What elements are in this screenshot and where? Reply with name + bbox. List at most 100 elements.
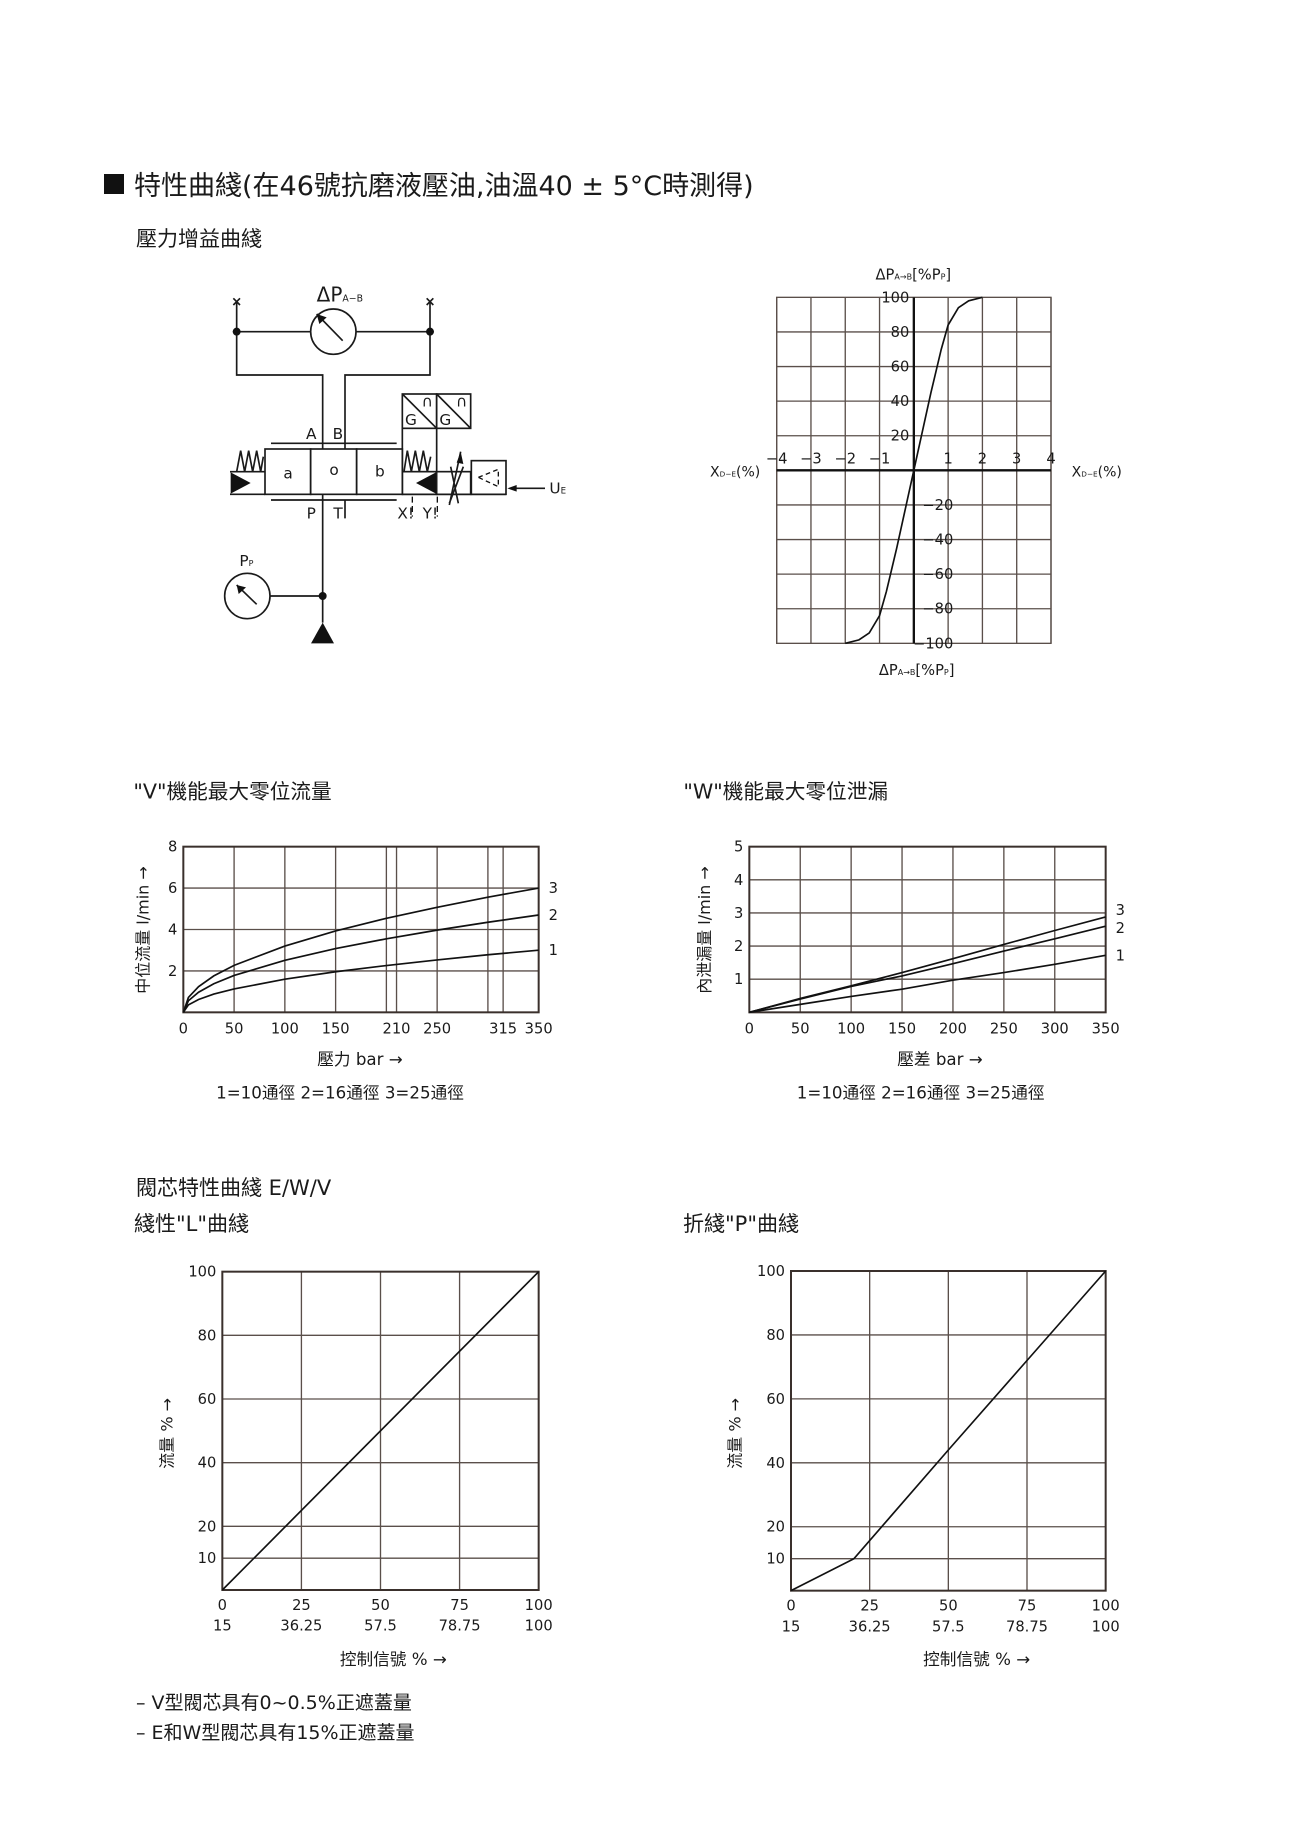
port-labels: A B P T X! Y! a o b G G ∩ ∩ UE PP: [239, 393, 566, 570]
p-grid: [790, 1270, 1107, 1591]
l-y-axis-label: 流量 % →: [158, 1398, 177, 1469]
y-tick-label: 80: [891, 324, 910, 341]
junction-dot: [232, 327, 241, 336]
y-tick-label: 6: [168, 880, 177, 897]
note-v-spool: – V型閥芯具有0~0.5%正遮蓋量: [136, 1692, 412, 1714]
series-label: 3: [549, 880, 558, 897]
y-tick-label: 4: [168, 922, 177, 939]
y-tick-label: 1: [734, 971, 743, 988]
x-tick-label: 150: [888, 1020, 916, 1037]
arrowhead-icon: [456, 451, 464, 464]
junction-dot: [318, 592, 327, 600]
pilot-triangle-icon: [230, 472, 251, 494]
x-tick-label: 0: [179, 1020, 188, 1037]
cap1-label: ∩: [422, 393, 433, 411]
w-plot-frame: [748, 845, 1107, 1014]
spool-section-heading: 閥芯特性曲綫 E/W/V: [136, 1176, 332, 1200]
l-series-1: [221, 1271, 540, 1591]
y-tick-label: 40: [891, 393, 910, 410]
y-tick-label: −80: [922, 601, 953, 618]
x-tick-label: 25: [292, 1597, 311, 1614]
port-t-label: T: [332, 504, 343, 522]
l-x-axis-label: 控制信號 % →: [340, 1650, 447, 1669]
y-tick-label: 20: [198, 1518, 217, 1535]
x-tick-label: 150: [322, 1020, 350, 1037]
x-tick-label: 50: [371, 1597, 390, 1614]
g1-label: G: [405, 411, 417, 429]
pilot-triangle-icon: [416, 472, 436, 494]
x-tick-label: 75: [1018, 1598, 1037, 1615]
w-x-axis-label: 壓差 bar →: [897, 1050, 983, 1069]
y-tick-label: −60: [922, 566, 953, 583]
x-tick-label-signal: 100: [1092, 1618, 1120, 1635]
y-tick-label: 20: [891, 428, 910, 445]
y-tick-label: 80: [198, 1327, 217, 1344]
g2-label: G: [439, 411, 451, 429]
v-series-2: [182, 914, 539, 1013]
pp-label: PP: [239, 552, 253, 570]
position-a-label: a: [283, 464, 292, 482]
y-tick-label: 8: [168, 839, 177, 856]
v-series-3: [182, 887, 539, 1013]
port-a-label: A: [306, 425, 317, 443]
port-p-label: P: [307, 504, 316, 522]
note-ew-spool: – E和W型閥芯具有15%正遮蓋量: [136, 1722, 415, 1744]
polyline-p-curve-chart: 控制信號 % → 流量 % → 0 25 50 75 100 15 36.25 57.5 78.…: [726, 1263, 1120, 1669]
x-tick-label: 1: [943, 450, 952, 467]
x-tick-label-signal: 57.5: [364, 1618, 397, 1635]
differential-pressure-gauge-icon: [309, 308, 357, 356]
v-chart-title: "V"機能最大零位流量: [133, 779, 331, 803]
x-tick-label-signal: 15: [213, 1618, 232, 1635]
x-tick-label: 200: [939, 1020, 967, 1037]
w-y-axis-label: 內泄漏量 l/min →: [695, 866, 714, 994]
x-tick-label-signal: 78.75: [1006, 1618, 1048, 1635]
series-label: 1: [549, 942, 558, 959]
y-tick-label: 60: [198, 1391, 217, 1408]
x-tick-label: 100: [1092, 1598, 1120, 1615]
x-tick-label: −3: [800, 450, 822, 467]
position-b-label: b: [375, 463, 385, 481]
valve-spool-boxes: [264, 393, 507, 496]
x-tick-label: 0: [786, 1598, 795, 1615]
plug-x-icon: [232, 297, 434, 306]
v-y-axis-label: 中位流量 l/min →: [133, 866, 152, 994]
w-function-chart: "W"機能最大零位泄漏 壓差 bar → 1=10通徑 2=16通徑 3=25通…: [683, 779, 1125, 1102]
x-tick-label: −1: [869, 450, 891, 467]
drain-lines: [411, 496, 438, 517]
w-legend: 1=10通徑 2=16通徑 3=25通徑: [797, 1083, 1045, 1102]
spring-icon: [403, 450, 432, 472]
amplifier-triangle-icon: [476, 468, 499, 488]
x-tick-label-signal: 36.25: [849, 1618, 891, 1635]
y-tick-label: 40: [766, 1455, 785, 1472]
x-tick-label: 50: [225, 1020, 244, 1037]
gain-top-axis-label: ΔPA→B[%PP]: [876, 266, 952, 283]
series-label: 2: [1116, 920, 1125, 937]
series-label: 2: [549, 907, 558, 924]
x-tick-label-signal: 36.25: [280, 1618, 322, 1635]
x-tick-label: −2: [834, 450, 856, 467]
x-tick-label: 300: [1041, 1020, 1069, 1037]
section-title-text: 特性曲綫(在46號抗磨液壓油,油溫40 ± 5°C時測得): [134, 171, 754, 202]
w-series-1: [749, 954, 1106, 1014]
position-o-label: o: [329, 461, 338, 479]
p-series-1: [790, 1270, 1107, 1592]
x-tick-label: 75: [450, 1597, 469, 1614]
x-tick-label: 315: [489, 1020, 517, 1037]
section-title: 特性曲綫(在46號抗磨液壓油,油溫40 ± 5°C時測得): [104, 164, 754, 203]
x-tick-label: 0: [745, 1020, 754, 1037]
port-y-label: Y!: [422, 504, 439, 522]
cap2-label: ∩: [456, 393, 467, 411]
p-plot-frame: [790, 1270, 1107, 1592]
p-x-axis-label: 控制信號 % →: [923, 1650, 1030, 1669]
y-tick-label: 5: [734, 839, 743, 856]
x-tick-label-signal: 57.5: [932, 1618, 965, 1635]
gain-right-x-label: XD−E(%): [1072, 465, 1122, 481]
x-tick-label: 100: [837, 1020, 865, 1037]
junction-dot: [426, 327, 434, 336]
dp-label: ΔPA−B: [317, 283, 363, 307]
y-tick-label: 3: [734, 905, 743, 922]
y-tick-label: 10: [766, 1551, 785, 1568]
series-label: 1: [1116, 947, 1125, 964]
y-tick-label: 100: [188, 1264, 216, 1281]
x-tick-label: 25: [860, 1598, 879, 1615]
